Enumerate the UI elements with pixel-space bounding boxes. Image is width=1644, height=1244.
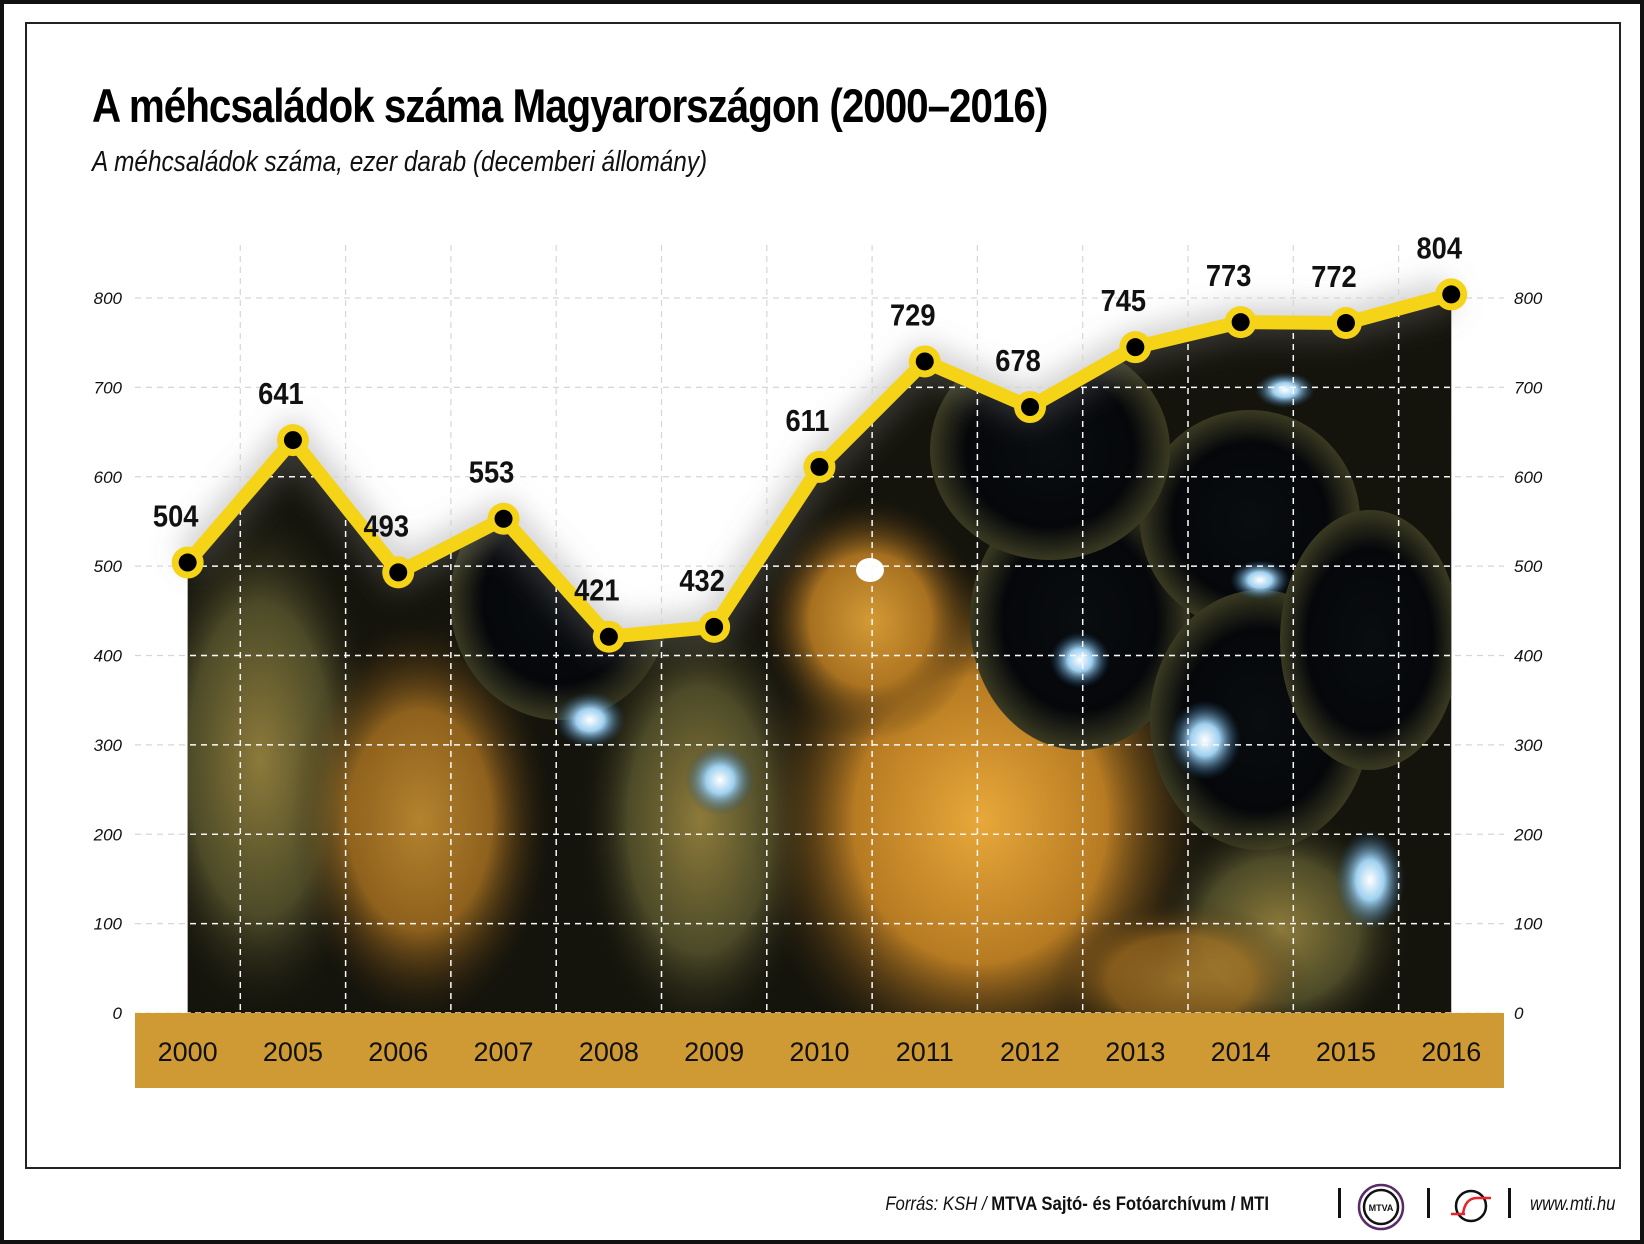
x-tick-label: 2011 <box>896 1037 954 1067</box>
y-tick-label-right: 0 <box>1514 1004 1524 1023</box>
data-label: 678 <box>995 344 1041 378</box>
data-labels: 504 641 493 553 421 432 611 729 678 745 773 772 804 <box>153 232 1463 608</box>
y-tick-label-right: 600 <box>1514 468 1543 487</box>
y-tick-label-left: 100 <box>94 915 123 934</box>
data-label: 773 <box>1206 260 1252 294</box>
x-axis-labels: 2000 2005 2006 2007 2008 2009 2010 2011 2012 2013… <box>158 1037 1482 1067</box>
source-org: MTVA Sajtó- és Fotóarchívum / MTI <box>991 1194 1269 1215</box>
x-tick-label: 2007 <box>474 1037 534 1067</box>
y-tick-label-left: 300 <box>94 736 123 755</box>
data-label: 804 <box>1416 232 1462 266</box>
data-label: 729 <box>890 299 936 333</box>
x-tick-label: 2005 <box>263 1037 323 1067</box>
source-label: Forrás: KSH / <box>885 1194 987 1215</box>
divider <box>1338 1188 1341 1218</box>
y-tick-label-right: 800 <box>1514 289 1543 308</box>
data-label: 641 <box>258 378 304 412</box>
x-tick-label: 2016 <box>1421 1037 1481 1067</box>
y-tick-label-left: 500 <box>94 557 123 576</box>
mti-logo-icon <box>1451 1189 1491 1223</box>
x-axis-band <box>135 1013 1504 1088</box>
x-tick-label: 2014 <box>1211 1037 1271 1067</box>
data-label: 421 <box>574 574 620 608</box>
svg-text:MTVA: MTVA <box>1369 1203 1394 1213</box>
y-tick-label-left: 400 <box>94 647 123 666</box>
y-tick-label-left: 600 <box>94 468 123 487</box>
y-tick-label-left: 200 <box>93 825 123 844</box>
data-label: 504 <box>153 500 199 534</box>
data-markers <box>171 278 1468 653</box>
data-label: 772 <box>1311 260 1357 294</box>
data-label: 553 <box>469 456 515 490</box>
y-tick-label-left: 0 <box>113 1004 123 1023</box>
x-tick-label: 2012 <box>1000 1037 1060 1067</box>
chart-frame <box>25 22 1621 1169</box>
y-tick-label-right: 200 <box>1513 825 1543 844</box>
bee-photo-background <box>187 294 1452 1013</box>
footer: Forrás: KSH / MTVA Sajtó- és Fotóarchívu… <box>0 1183 1644 1231</box>
x-tick-label: 2010 <box>789 1037 849 1067</box>
x-tick-label: 2013 <box>1105 1037 1165 1067</box>
data-label: 611 <box>785 404 829 438</box>
x-tick-label: 2009 <box>684 1037 744 1067</box>
y-tick-label-left: 800 <box>94 289 123 308</box>
x-tick-label: 2008 <box>579 1037 639 1067</box>
y-tick-label-right: 300 <box>1514 736 1543 755</box>
x-tick-label: 2000 <box>158 1037 218 1067</box>
y-tick-label-right: 500 <box>1514 557 1543 576</box>
source-credit: Forrás: KSH / MTVA Sajtó- és Fotóarchívu… <box>885 1194 1269 1216</box>
y-axis-labels: 0 0 100 100 200 200 300 300 400 400 500 500 600 600 70… <box>93 289 1543 1023</box>
y-tick-label-right: 700 <box>1514 378 1543 397</box>
data-label: 432 <box>679 564 725 598</box>
chart-subtitle: A méhcsaládok száma, ezer darab (decembe… <box>92 146 708 178</box>
x-tick-label: 2006 <box>368 1037 428 1067</box>
x-tick-label: 2015 <box>1316 1037 1376 1067</box>
data-label: 493 <box>363 510 409 544</box>
y-tick-label-right: 100 <box>1514 915 1543 934</box>
data-label: 745 <box>1101 285 1147 319</box>
page-title: A méhcsaládok száma Magyarországon (2000… <box>92 79 1048 132</box>
gridlines <box>135 245 1504 1088</box>
y-tick-label-left: 700 <box>94 378 123 397</box>
divider <box>1427 1188 1430 1218</box>
website-link[interactable]: www.mti.hu <box>1530 1194 1616 1215</box>
mtva-logo-icon: MTVA <box>1357 1183 1405 1231</box>
y-tick-label-right: 400 <box>1514 647 1543 666</box>
divider <box>1508 1188 1511 1218</box>
